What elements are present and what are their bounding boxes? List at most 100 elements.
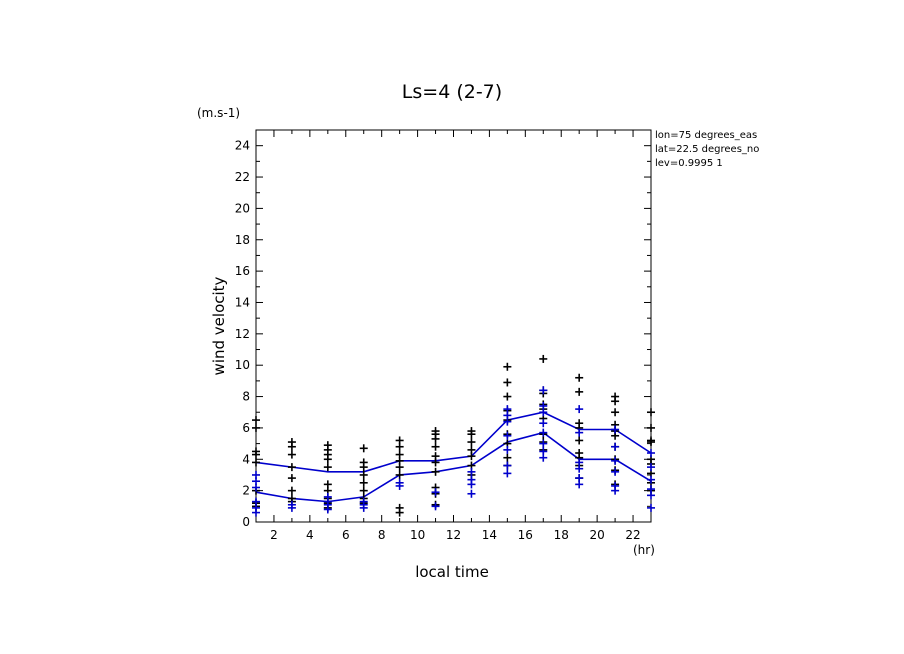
- black-marker: [431, 442, 440, 451]
- y-tick-label: 14: [235, 295, 250, 309]
- y-tick-label: 24: [235, 139, 250, 153]
- blue-marker: [611, 442, 620, 451]
- x-tick-label: 10: [410, 528, 425, 542]
- series-line-1: [255, 411, 652, 473]
- blue-marker: [359, 503, 368, 512]
- blue-marker: [539, 386, 548, 395]
- blue-marker: [647, 475, 655, 484]
- blue-marker: [539, 439, 548, 448]
- blue-marker: [611, 467, 620, 476]
- series-lines: [255, 411, 652, 503]
- black-marker: [287, 442, 296, 451]
- y-tick-label: 8: [242, 390, 250, 404]
- info-block: lon=75 degrees_eas lat=22.5 degrees_no l…: [655, 130, 759, 169]
- black-marker: [431, 434, 440, 443]
- info-lon: lon=75 degrees_eas: [655, 130, 757, 141]
- black-marker: [359, 444, 368, 453]
- blue-marker: [467, 489, 476, 498]
- y-tick-label: 12: [235, 327, 250, 341]
- black-marker: [647, 438, 655, 447]
- x-tick-label: 12: [446, 528, 461, 542]
- blue-marker: [252, 483, 260, 492]
- x-tick-label: 8: [378, 528, 386, 542]
- black-marker: [359, 470, 368, 479]
- black-marker: [359, 486, 368, 495]
- blue-marker: [611, 486, 620, 495]
- blue-marker: [611, 425, 620, 434]
- x-tick-label: 16: [518, 528, 533, 542]
- blue-marker: [503, 445, 512, 454]
- y-tick-label: 16: [235, 264, 250, 278]
- black-marker: [395, 463, 404, 472]
- blue-marker: [467, 467, 476, 476]
- y-tick-label: 10: [235, 358, 250, 372]
- black-marker: [611, 397, 620, 406]
- black-marker: [467, 452, 476, 461]
- black-marker: [287, 474, 296, 483]
- y-tick-label: 20: [235, 201, 250, 215]
- black-marker: [431, 467, 440, 476]
- y-tick-label: 2: [242, 484, 250, 498]
- info-lat: lat=22.5 degrees_no: [655, 144, 759, 155]
- blue-marker: [539, 419, 548, 428]
- black-marker: [611, 408, 620, 417]
- black-marker: [287, 450, 296, 459]
- black-marker: [647, 408, 655, 417]
- blue-marker: [467, 480, 476, 489]
- x-tick-label: 6: [342, 528, 350, 542]
- black-marker: [359, 478, 368, 487]
- blue-marker: [431, 488, 440, 497]
- x-tick-label: 20: [589, 528, 604, 542]
- blue-marker: [575, 405, 584, 414]
- black-marker: [395, 442, 404, 451]
- black-marker: [467, 438, 476, 447]
- blue-marker: [503, 461, 512, 470]
- blue-marker: [611, 456, 620, 465]
- black-marker: [287, 463, 296, 472]
- plot-frame: [255, 129, 652, 523]
- black-marker: [647, 423, 655, 432]
- black-marker: [575, 373, 584, 382]
- black-marker: [503, 378, 512, 387]
- black-marker: [539, 354, 548, 363]
- blue-marker: [395, 481, 404, 490]
- black-marker: [503, 392, 512, 401]
- black-marker: [323, 455, 332, 464]
- x-axis-unit: (hr): [633, 543, 655, 557]
- info-lev: lev=0.9995 1: [655, 158, 723, 169]
- blue-marker: [503, 431, 512, 440]
- black-marker: [359, 463, 368, 472]
- x-tick-label: 22: [625, 528, 640, 542]
- black-marker: [575, 387, 584, 396]
- blue-marker: [503, 469, 512, 478]
- black-marker: [395, 508, 404, 517]
- black-marker: [575, 436, 584, 445]
- x-axis-label: local time: [415, 563, 489, 581]
- black-marker: [252, 450, 260, 459]
- blue-marker: [575, 480, 584, 489]
- y-axis-unit: (m.s-1): [197, 106, 240, 120]
- x-tick-label: 2: [270, 528, 278, 542]
- black-marker: [323, 463, 332, 472]
- y-tick-label: 0: [242, 515, 250, 529]
- black-marker: [252, 423, 260, 432]
- blue-marker: [539, 408, 548, 417]
- y-tick-label: 18: [235, 233, 250, 247]
- x-tick-label: 4: [306, 528, 314, 542]
- blue-marker: [252, 508, 260, 517]
- black-marker: [503, 453, 512, 462]
- blue-marker: [287, 503, 296, 512]
- black-marker: [252, 458, 260, 467]
- blue-marker: [575, 464, 584, 473]
- series-line-2: [255, 431, 652, 503]
- black-marker: [431, 458, 440, 467]
- blue-marker: [647, 503, 655, 512]
- x-tick-label: 14: [482, 528, 497, 542]
- black-marker: [503, 362, 512, 371]
- y-axis-label: wind velocity: [210, 276, 228, 375]
- blue-marker: [323, 505, 332, 514]
- blue-marker: [575, 428, 584, 437]
- axis-ticks: [255, 129, 652, 523]
